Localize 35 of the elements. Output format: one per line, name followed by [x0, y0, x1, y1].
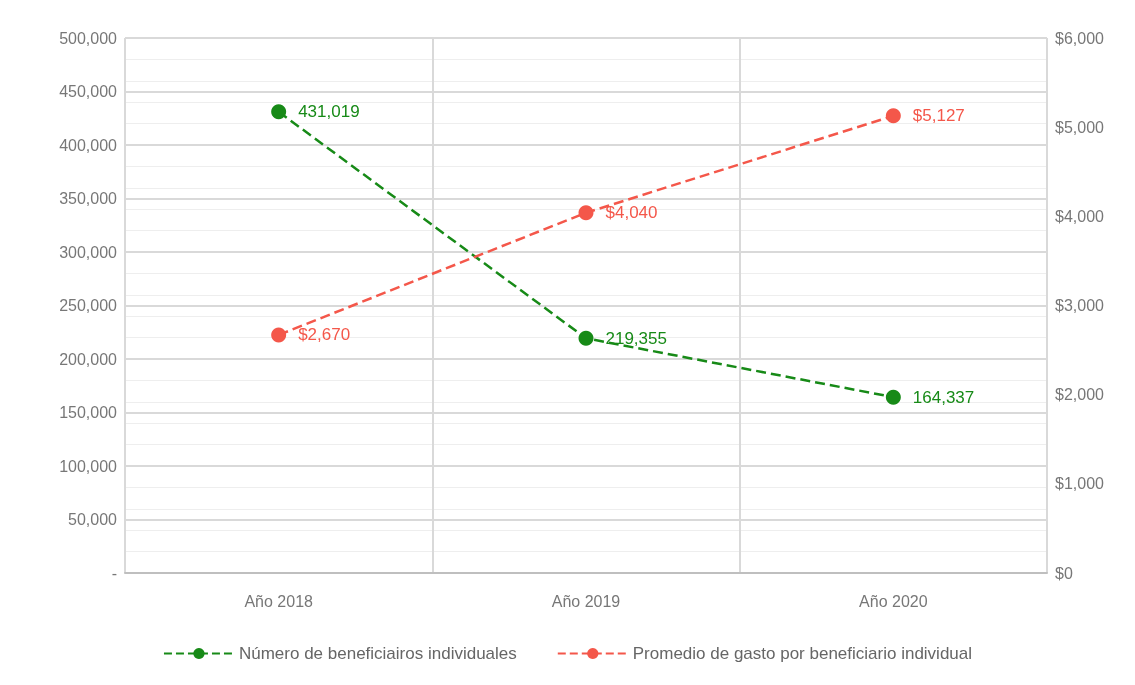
point	[578, 330, 594, 346]
data-label: $2,670	[298, 325, 351, 345]
y-tick-label: 450,000	[59, 83, 118, 100]
y-tick-label: 200,000	[59, 350, 118, 368]
y2-tick-label: $1,000	[1055, 475, 1105, 493]
y-tick-label: 150,000	[59, 404, 118, 421]
y-tick-label: 250,000	[59, 297, 118, 314]
legend-label: Promedio de gasto por beneficiario individual	[632, 644, 973, 663]
y-tick-label: 500,000	[59, 29, 118, 47]
point	[578, 205, 594, 221]
x-tick-label: Año 2019	[551, 592, 621, 610]
data-label: 219,355	[605, 328, 667, 348]
data-label: 431,019	[298, 102, 360, 122]
y2-tick-label: $4,000	[1055, 207, 1105, 225]
x-tick-label: Año 2020	[859, 592, 928, 610]
point	[271, 327, 287, 343]
point	[271, 104, 287, 120]
point	[885, 389, 901, 405]
data-label: 164,337	[912, 387, 975, 407]
point	[885, 108, 901, 124]
y-tick-label: 50,000	[68, 511, 118, 528]
data-label: $5,127	[912, 106, 965, 126]
y2-tick-label: $5,000	[1055, 118, 1105, 136]
y-tick-label: 300,000	[59, 243, 118, 261]
data-label: $4,040	[605, 203, 658, 223]
x-tick-label: Año 2018	[244, 592, 314, 610]
y-tick-label: 400,000	[59, 136, 118, 154]
y2-tick-label: $0	[1055, 564, 1073, 582]
y-tick-label: 100,000	[59, 457, 118, 475]
y2-tick-label: $3,000	[1055, 297, 1105, 314]
y-tick-label: -	[111, 564, 117, 582]
y2-tick-label: $2,000	[1055, 386, 1105, 404]
y2-tick-label: $6,000	[1055, 29, 1105, 47]
y-tick-label: 350,000	[59, 190, 118, 207]
legend-label: Número de beneficiairos individuales	[238, 644, 517, 663]
